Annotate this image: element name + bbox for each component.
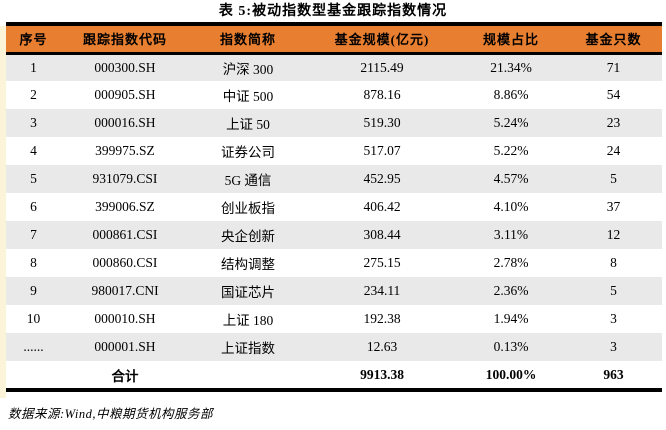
table-cell: 2.36%	[493, 283, 529, 298]
table-cell: 000860.CSI	[92, 255, 158, 270]
table-cell: ......	[23, 339, 44, 354]
table-cell: 275.15	[363, 255, 401, 270]
total-cell: 合计	[111, 368, 139, 384]
table-cell: 证券公司	[221, 145, 275, 160]
table-cell: 4.57%	[493, 171, 529, 186]
table-cell: 2115.49	[360, 59, 404, 75]
table-row: 10 000010.SH 上证 180 192.38 1.94% 3	[6, 305, 662, 333]
table-cell: 23	[606, 115, 621, 130]
table-cell: 21.34%	[490, 59, 532, 75]
table-cell: 452.95	[363, 171, 401, 186]
table-cell: 3	[30, 115, 37, 130]
table-header: 序号 跟踪指数代码 指数简称 基金规模(亿元) 规模占比 基金只数	[6, 24, 662, 53]
table-cell: 沪深 300	[222, 61, 274, 77]
table-cell: 3	[610, 339, 617, 354]
table-cell: 000905.SH	[94, 87, 156, 102]
table-cell: 000010.SH	[94, 311, 156, 326]
table-cell: 931079.CSI	[92, 171, 158, 186]
table-cell: 878.16	[363, 87, 401, 102]
table-cell: 上证指数	[221, 341, 275, 356]
table-cell: 000300.SH	[94, 59, 156, 75]
table-cell: 上证 50	[226, 117, 270, 132]
table-cell: 519.30	[363, 115, 401, 130]
column-header: 基金只数	[585, 32, 642, 48]
table-row: 8 000860.CSI 结构调整 275.15 2.78% 8	[6, 249, 662, 277]
table-cell: 3	[610, 311, 617, 326]
page-margin-strip	[0, 26, 6, 398]
table-cell: 5	[610, 171, 617, 186]
table-cell: 9	[30, 283, 37, 298]
table-row: 7 000861.CSI 央企创新 308.44 3.11% 12	[6, 221, 662, 249]
table-cell: 980017.CNI	[91, 283, 159, 298]
table-cell: 3.11%	[493, 227, 529, 242]
table-cell: 国证芯片	[221, 285, 275, 300]
table-cell: 5.22%	[493, 143, 529, 158]
table-cell: 24	[606, 143, 621, 158]
table-cell: 37	[606, 199, 621, 214]
table-cell: 399006.SZ	[95, 199, 155, 214]
table-cell: 结构调整	[221, 257, 275, 272]
table-row: ...... 000001.SH 上证指数 12.63 0.13% 3	[6, 333, 662, 361]
table-cell: 000016.SH	[94, 115, 156, 130]
table-row: 9 980017.CNI 国证芯片 234.11 2.36% 5	[6, 277, 662, 305]
table-body: 1 000300.SH 沪深 300 2115.49 21.34% 71 2 000905.S…	[6, 53, 662, 361]
table-cell: 8.86%	[493, 87, 529, 102]
table-cell: 4.10%	[493, 199, 529, 214]
table-cell: 创业板指	[221, 201, 275, 216]
fund-index-table: 序号 跟踪指数代码 指数简称 基金规模(亿元) 规模占比 基金只数 1 000300.SH 沪…	[6, 22, 662, 392]
table-cell: 399975.SZ	[95, 143, 155, 158]
table-cell: 517.07	[363, 143, 401, 158]
total-cell: 100.00%	[485, 366, 537, 382]
table-cell: 192.38	[363, 311, 401, 326]
total-row: 合计 9913.38 100.00% 963	[6, 361, 662, 390]
table-cell: 2.78%	[493, 255, 529, 270]
table-cell: 上证 180	[222, 313, 274, 328]
total-cell: 9913.38	[360, 366, 404, 382]
table-cell: 308.44	[363, 227, 401, 242]
table-cell: 000861.CSI	[92, 227, 158, 242]
table-cell: 1	[30, 59, 37, 75]
table-cell: 5	[610, 283, 617, 298]
table-cell: 中证 500	[222, 89, 274, 104]
column-header: 基金规模(亿元)	[334, 32, 430, 48]
table-footer: 合计 9913.38 100.00% 963	[6, 361, 662, 390]
table-cell: 5	[30, 171, 37, 186]
header-row: 序号 跟踪指数代码 指数简称 基金规模(亿元) 规模占比 基金只数	[6, 24, 662, 53]
column-header: 规模占比	[482, 32, 539, 48]
table-cell: 0.13%	[493, 339, 529, 354]
column-header: 序号	[19, 32, 48, 48]
source-note: 数据来源:Wind,中粮期货机构服务部	[8, 407, 213, 421]
table-row: 1 000300.SH 沪深 300 2115.49 21.34% 71	[6, 53, 662, 81]
total-cell	[189, 361, 307, 390]
column-header: 跟踪指数代码	[82, 32, 167, 48]
table-row: 6 399006.SZ 创业板指 406.42 4.10% 37	[6, 193, 662, 221]
table-cell: 6	[30, 199, 37, 214]
table-cell: 央企创新	[221, 229, 275, 244]
table-cell: 406.42	[363, 199, 401, 214]
table-cell: 000001.SH	[94, 339, 156, 354]
table-cell: 54	[606, 87, 621, 102]
table-cell: 5G 通信	[224, 173, 272, 188]
table-cell: 10	[26, 311, 41, 326]
table-row: 5 931079.CSI 5G 通信 452.95 4.57% 5	[6, 165, 662, 193]
table-cell: 4	[30, 143, 37, 158]
table-cell: 8	[30, 255, 37, 270]
table-cell: 7	[30, 227, 37, 242]
table-row: 4 399975.SZ 证券公司 517.07 5.22% 24	[6, 137, 662, 165]
table-row: 2 000905.SH 中证 500 878.16 8.86% 54	[6, 81, 662, 109]
table-cell: 71	[606, 59, 621, 75]
table-cell: 5.24%	[493, 115, 529, 130]
total-cell: 963	[603, 366, 624, 382]
table-cell: 8	[610, 255, 617, 270]
column-header: 指数简称	[219, 32, 276, 48]
table-cell: 2	[30, 87, 37, 102]
table-title: 表 5:被动指数型基金跟踪指数情况	[218, 4, 448, 19]
table-cell: 1.94%	[493, 311, 529, 326]
table-cell: 12	[606, 227, 621, 242]
table-cell: 234.11	[363, 283, 401, 298]
table-row: 3 000016.SH 上证 50 519.30 5.24% 23	[6, 109, 662, 137]
table-cell: 12.63	[366, 339, 398, 354]
total-cell	[6, 361, 61, 390]
